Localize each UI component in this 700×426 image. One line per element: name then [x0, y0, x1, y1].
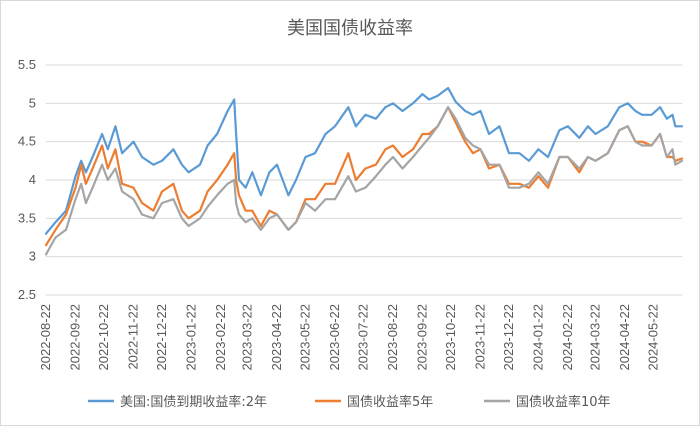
x-tick-label: 2024-02-22 — [560, 304, 575, 371]
legend-label: 国债收益率10年 — [516, 394, 611, 410]
x-tick-label: 2023-03-22 — [240, 304, 255, 371]
x-tick-label: 2024-03-22 — [587, 304, 602, 371]
x-axis-ticks: 2022-08-22 2022-09-22 2022-10-22 2022-11-22… — [38, 304, 660, 371]
series-lines — [44, 86, 684, 256]
chart-title: 美国国债收益率 — [287, 18, 413, 39]
y-tick-label: 2.5 — [18, 287, 36, 302]
x-tick-label: 2022-10-22 — [96, 304, 111, 371]
y-tick-label: 5.5 — [18, 57, 36, 72]
legend: 美国:国债到期收益率:2年 国债收益率5年 国债收益率10年 — [88, 394, 611, 410]
x-tick-label: 2024-01-22 — [530, 304, 545, 371]
x-tick-label: 2023-05-22 — [298, 304, 313, 371]
x-tick-label: 2023-09-22 — [414, 304, 429, 371]
x-tick-label: 2023-06-22 — [327, 304, 342, 371]
y-tick-label: 3 — [29, 249, 36, 264]
x-tick-label: 2022-09-22 — [67, 304, 82, 371]
series-line-3 — [44, 106, 684, 256]
x-tick-label: 2023-10-22 — [443, 304, 458, 371]
x-tick-label: 2024-04-22 — [617, 304, 632, 371]
gridlines — [46, 64, 682, 296]
x-tick-label: 2023-08-22 — [385, 304, 400, 371]
y-tick-label: 4 — [29, 172, 36, 187]
x-tick-label: 2023-12-22 — [501, 304, 516, 371]
series-line-1 — [44, 86, 684, 235]
legend-label: 美国:国债到期收益率:2年 — [120, 394, 267, 410]
y-axis-ticks: 2.5 3 3.5 4 4.5 5 5.5 — [18, 57, 36, 302]
y-tick-label: 4.5 — [18, 134, 36, 149]
x-tick-label: 2022-11-22 — [125, 304, 140, 370]
x-tick-label: 2023-01-22 — [183, 304, 198, 371]
x-tick-label: 2023-02-22 — [213, 304, 228, 371]
x-tick-label: 2024-05-22 — [645, 304, 660, 371]
x-tick-label: 2023-11-22 — [472, 304, 487, 370]
y-tick-label: 3.5 — [18, 210, 36, 225]
y-tick-label: 5 — [29, 95, 36, 110]
x-tick-label: 2022-08-22 — [38, 304, 53, 371]
x-tick-label: 2023-07-22 — [356, 304, 371, 371]
x-tick-label: 2022-12-22 — [154, 304, 169, 371]
legend-label: 国债收益率5年 — [347, 394, 433, 410]
x-tick-label: 2023-04-22 — [269, 304, 284, 371]
